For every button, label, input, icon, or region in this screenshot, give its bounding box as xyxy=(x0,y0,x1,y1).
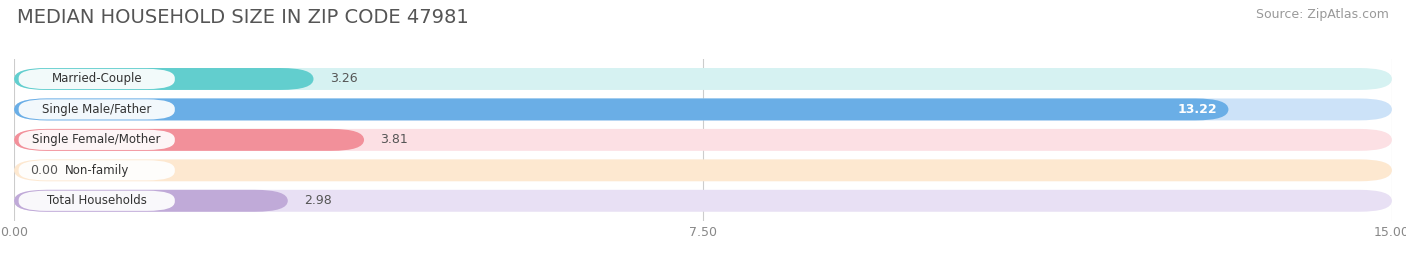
FancyBboxPatch shape xyxy=(14,98,1229,121)
Text: 2.98: 2.98 xyxy=(304,194,332,207)
Text: 3.81: 3.81 xyxy=(381,133,408,146)
FancyBboxPatch shape xyxy=(14,159,1392,181)
FancyBboxPatch shape xyxy=(14,68,1392,90)
Text: 0.00: 0.00 xyxy=(31,164,59,177)
FancyBboxPatch shape xyxy=(18,160,174,180)
FancyBboxPatch shape xyxy=(18,191,174,211)
Text: 3.26: 3.26 xyxy=(330,72,357,86)
Text: Total Households: Total Households xyxy=(46,194,146,207)
Text: Single Female/Mother: Single Female/Mother xyxy=(32,133,160,146)
Text: Single Male/Father: Single Male/Father xyxy=(42,103,152,116)
FancyBboxPatch shape xyxy=(14,190,288,212)
FancyBboxPatch shape xyxy=(14,129,364,151)
FancyBboxPatch shape xyxy=(14,68,314,90)
FancyBboxPatch shape xyxy=(18,130,174,150)
FancyBboxPatch shape xyxy=(18,69,174,89)
FancyBboxPatch shape xyxy=(14,190,1392,212)
Text: MEDIAN HOUSEHOLD SIZE IN ZIP CODE 47981: MEDIAN HOUSEHOLD SIZE IN ZIP CODE 47981 xyxy=(17,8,468,27)
FancyBboxPatch shape xyxy=(14,98,1392,121)
Text: 13.22: 13.22 xyxy=(1178,103,1218,116)
Text: Source: ZipAtlas.com: Source: ZipAtlas.com xyxy=(1256,8,1389,21)
Text: Married-Couple: Married-Couple xyxy=(52,72,142,86)
FancyBboxPatch shape xyxy=(18,99,174,119)
Text: Non-family: Non-family xyxy=(65,164,129,177)
FancyBboxPatch shape xyxy=(14,129,1392,151)
